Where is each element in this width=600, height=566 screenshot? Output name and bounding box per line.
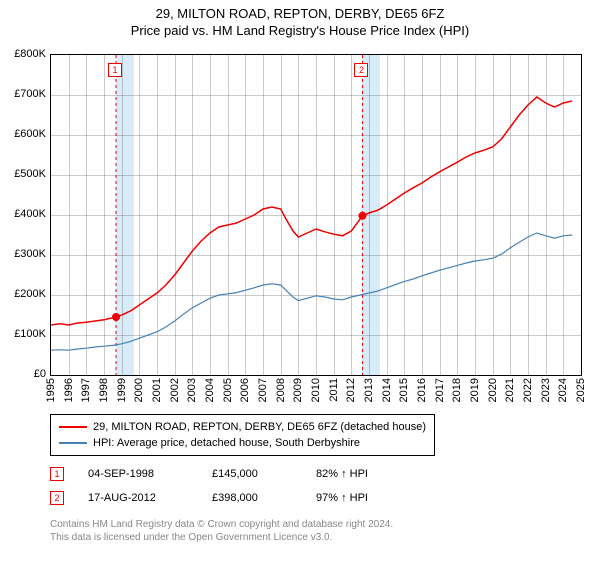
series-price-paid bbox=[51, 97, 572, 325]
y-tick-label: £500K bbox=[6, 168, 46, 180]
x-tick-label: 2000 bbox=[133, 378, 145, 402]
x-tick-label: 2016 bbox=[416, 378, 428, 402]
x-tick-label: 2022 bbox=[522, 378, 534, 402]
x-tick-label: 2019 bbox=[469, 378, 481, 402]
x-tick-label: 2004 bbox=[204, 378, 216, 402]
price-row-price: £398,000 bbox=[212, 492, 292, 504]
x-tick-label: 2005 bbox=[222, 378, 234, 402]
x-tick-label: 2015 bbox=[398, 378, 410, 402]
x-tick-label: 2020 bbox=[487, 378, 499, 402]
x-tick-label: 2011 bbox=[328, 378, 340, 402]
x-tick-label: 2025 bbox=[575, 378, 587, 402]
chart-container: 29, MILTON ROAD, REPTON, DERBY, DE65 6FZ… bbox=[0, 6, 600, 566]
x-tick-label: 2024 bbox=[557, 378, 569, 402]
footer-line: Contains HM Land Registry data © Crown c… bbox=[50, 518, 393, 531]
x-tick-label: 1997 bbox=[80, 378, 92, 402]
sale-marker: 2 bbox=[354, 63, 368, 77]
x-tick-label: 1996 bbox=[63, 378, 75, 402]
x-tick-label: 2003 bbox=[186, 378, 198, 402]
sale-point bbox=[112, 313, 120, 321]
legend-swatch bbox=[59, 442, 87, 444]
footer-attribution: Contains HM Land Registry data © Crown c… bbox=[50, 518, 393, 544]
legend-swatch bbox=[59, 426, 87, 428]
price-row: 1 04-SEP-1998 £145,000 82% ↑ HPI bbox=[50, 462, 368, 486]
legend-item: HPI: Average price, detached house, Sout… bbox=[59, 435, 426, 451]
y-tick-label: £0 bbox=[6, 368, 46, 380]
x-tick-label: 1995 bbox=[45, 378, 57, 402]
sale-point bbox=[358, 212, 366, 220]
x-tick-label: 2007 bbox=[257, 378, 269, 402]
x-tick-label: 1998 bbox=[98, 378, 110, 402]
x-tick-label: 2014 bbox=[381, 378, 393, 402]
x-tick-label: 2013 bbox=[363, 378, 375, 402]
x-tick-label: 2010 bbox=[310, 378, 322, 402]
price-row: 2 17-AUG-2012 £398,000 97% ↑ HPI bbox=[50, 486, 368, 510]
y-tick-label: £800K bbox=[6, 48, 46, 60]
price-row-marker: 2 bbox=[50, 491, 64, 505]
price-row-date: 04-SEP-1998 bbox=[88, 468, 188, 480]
x-tick-label: 2017 bbox=[434, 378, 446, 402]
y-tick-label: £200K bbox=[6, 288, 46, 300]
price-row-pct: 97% ↑ HPI bbox=[316, 492, 368, 504]
chart-title: 29, MILTON ROAD, REPTON, DERBY, DE65 6FZ bbox=[0, 6, 600, 21]
x-tick-label: 2002 bbox=[169, 378, 181, 402]
plot-area bbox=[50, 54, 582, 376]
x-tick-label: 2023 bbox=[540, 378, 552, 402]
x-tick-label: 2009 bbox=[292, 378, 304, 402]
x-tick-label: 2001 bbox=[151, 378, 163, 402]
x-tick-label: 1999 bbox=[116, 378, 128, 402]
y-tick-label: £100K bbox=[6, 328, 46, 340]
footer-line: This data is licensed under the Open Gov… bbox=[50, 531, 393, 544]
x-tick-label: 2008 bbox=[275, 378, 287, 402]
y-tick-label: £300K bbox=[6, 248, 46, 260]
series-hpi bbox=[51, 233, 572, 350]
price-row-marker: 1 bbox=[50, 467, 64, 481]
sale-marker: 1 bbox=[108, 63, 122, 77]
x-tick-label: 2006 bbox=[239, 378, 251, 402]
y-tick-label: £700K bbox=[6, 88, 46, 100]
plot-svg bbox=[51, 55, 581, 375]
price-row-date: 17-AUG-2012 bbox=[88, 492, 188, 504]
y-tick-label: £400K bbox=[6, 208, 46, 220]
price-row-price: £145,000 bbox=[212, 468, 292, 480]
chart-subtitle: Price paid vs. HM Land Registry's House … bbox=[0, 23, 600, 38]
price-table: 1 04-SEP-1998 £145,000 82% ↑ HPI 2 17-AUG-201… bbox=[50, 462, 368, 510]
x-tick-label: 2012 bbox=[345, 378, 357, 402]
legend: 29, MILTON ROAD, REPTON, DERBY, DE65 6FZ… bbox=[50, 414, 435, 456]
x-tick-label: 2021 bbox=[504, 378, 516, 402]
legend-label: 29, MILTON ROAD, REPTON, DERBY, DE65 6FZ… bbox=[93, 421, 426, 433]
x-tick-label: 2018 bbox=[451, 378, 463, 402]
y-tick-label: £600K bbox=[6, 128, 46, 140]
legend-item: 29, MILTON ROAD, REPTON, DERBY, DE65 6FZ… bbox=[59, 419, 426, 435]
price-row-pct: 82% ↑ HPI bbox=[316, 468, 368, 480]
legend-label: HPI: Average price, detached house, Sout… bbox=[93, 437, 360, 449]
